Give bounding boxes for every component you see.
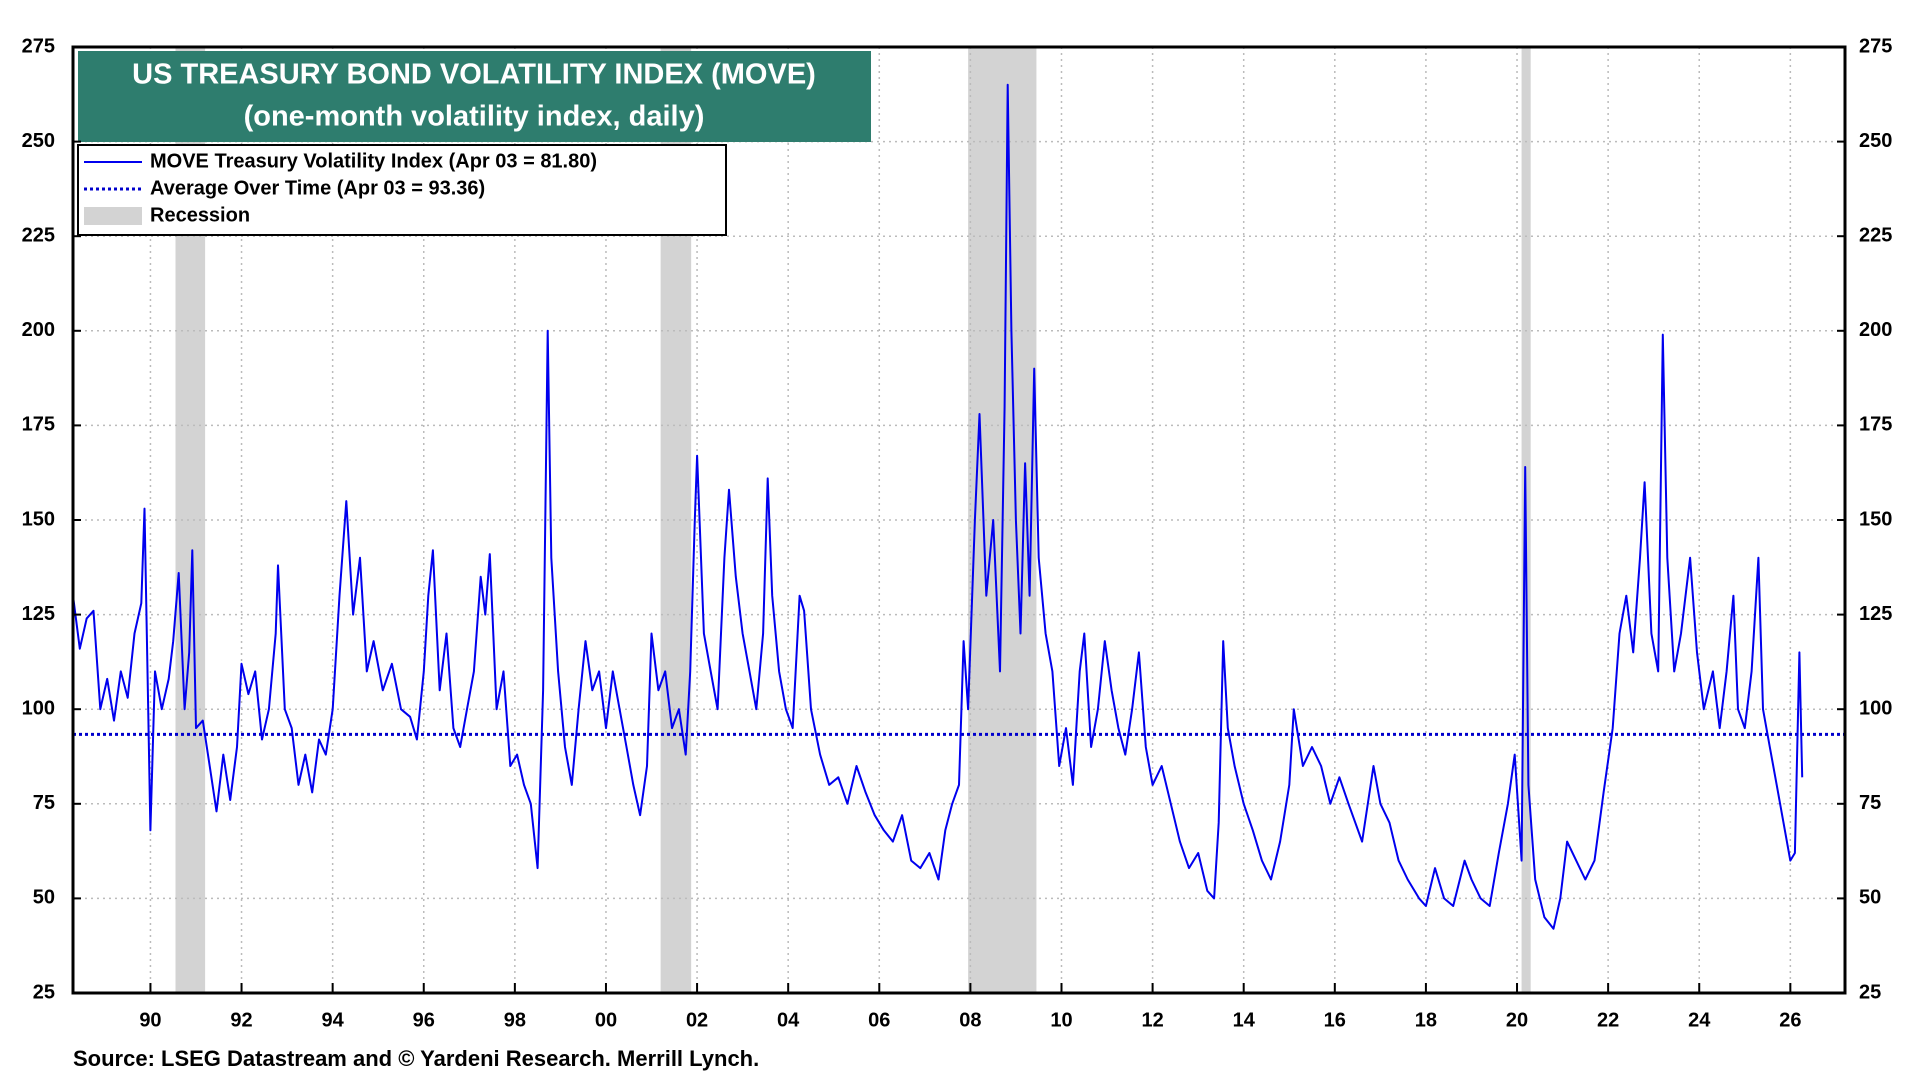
y-tick-label: 25 — [33, 981, 55, 1003]
y2-tick-label: 175 — [1859, 414, 1892, 436]
y2-tick-label: 200 — [1859, 319, 1892, 341]
x-tick-label: 16 — [1324, 1009, 1346, 1031]
x-tick-label: 24 — [1688, 1009, 1711, 1031]
x-tick-label: 96 — [413, 1009, 435, 1031]
y2-tick-label: 150 — [1859, 508, 1892, 530]
y-tick-label: 100 — [22, 697, 55, 719]
y2-tick-label: 250 — [1859, 130, 1892, 152]
x-tick-label: 94 — [322, 1009, 345, 1031]
y-tick-label: 250 — [22, 130, 55, 152]
x-tick-label: 12 — [1141, 1009, 1163, 1031]
y2-tick-label: 225 — [1859, 224, 1892, 246]
y-tick-label: 125 — [22, 603, 55, 625]
y-tick-label: 200 — [22, 319, 55, 341]
legend-label: Recession — [150, 204, 250, 226]
y-tick-label: 50 — [33, 887, 55, 909]
chart-title: US TREASURY BOND VOLATILITY INDEX (MOVE) — [132, 59, 816, 91]
x-tick-label: 10 — [1050, 1009, 1072, 1031]
x-tick-label: 04 — [777, 1009, 800, 1031]
x-tick-label: 22 — [1597, 1009, 1619, 1031]
x-tick-label: 90 — [139, 1009, 161, 1031]
x-tick-label: 08 — [959, 1009, 981, 1031]
x-tick-label: 98 — [504, 1009, 526, 1031]
series-line — [72, 83, 1804, 930]
y-tick-label: 150 — [22, 508, 55, 530]
source-note: Source: LSEG Datastream and © Yardeni Re… — [73, 1046, 759, 1071]
y2-tick-label: 275 — [1859, 35, 1892, 57]
x-tick-label: 00 — [595, 1009, 617, 1031]
y2-tick-label: 50 — [1859, 887, 1881, 909]
x-tick-label: 06 — [868, 1009, 890, 1031]
legend-box — [77, 144, 727, 236]
y2-tick-label: 25 — [1859, 981, 1881, 1003]
y2-tick-label: 75 — [1859, 792, 1881, 814]
legend-label: Average Over Time (Apr 03 = 93.36) — [150, 177, 485, 199]
legend-label: MOVE Treasury Volatility Index (Apr 03 =… — [150, 150, 597, 172]
x-tick-label: 14 — [1233, 1009, 1256, 1031]
x-tick-label: 20 — [1506, 1009, 1528, 1031]
y-tick-label: 175 — [22, 414, 55, 436]
y2-tick-label: 125 — [1859, 603, 1892, 625]
legend-swatch — [84, 207, 142, 225]
x-tick-label: 02 — [686, 1009, 708, 1031]
x-tick-label: 26 — [1779, 1009, 1801, 1031]
y-tick-label: 225 — [22, 224, 55, 246]
title-box — [78, 51, 871, 142]
y-tick-label: 275 — [22, 35, 55, 57]
y-tick-label: 75 — [33, 792, 55, 814]
x-tick-label: 92 — [230, 1009, 252, 1031]
x-tick-label: 18 — [1415, 1009, 1437, 1031]
y2-tick-label: 100 — [1859, 697, 1892, 719]
chart-subtitle: (one-month volatility index, daily) — [244, 101, 705, 133]
